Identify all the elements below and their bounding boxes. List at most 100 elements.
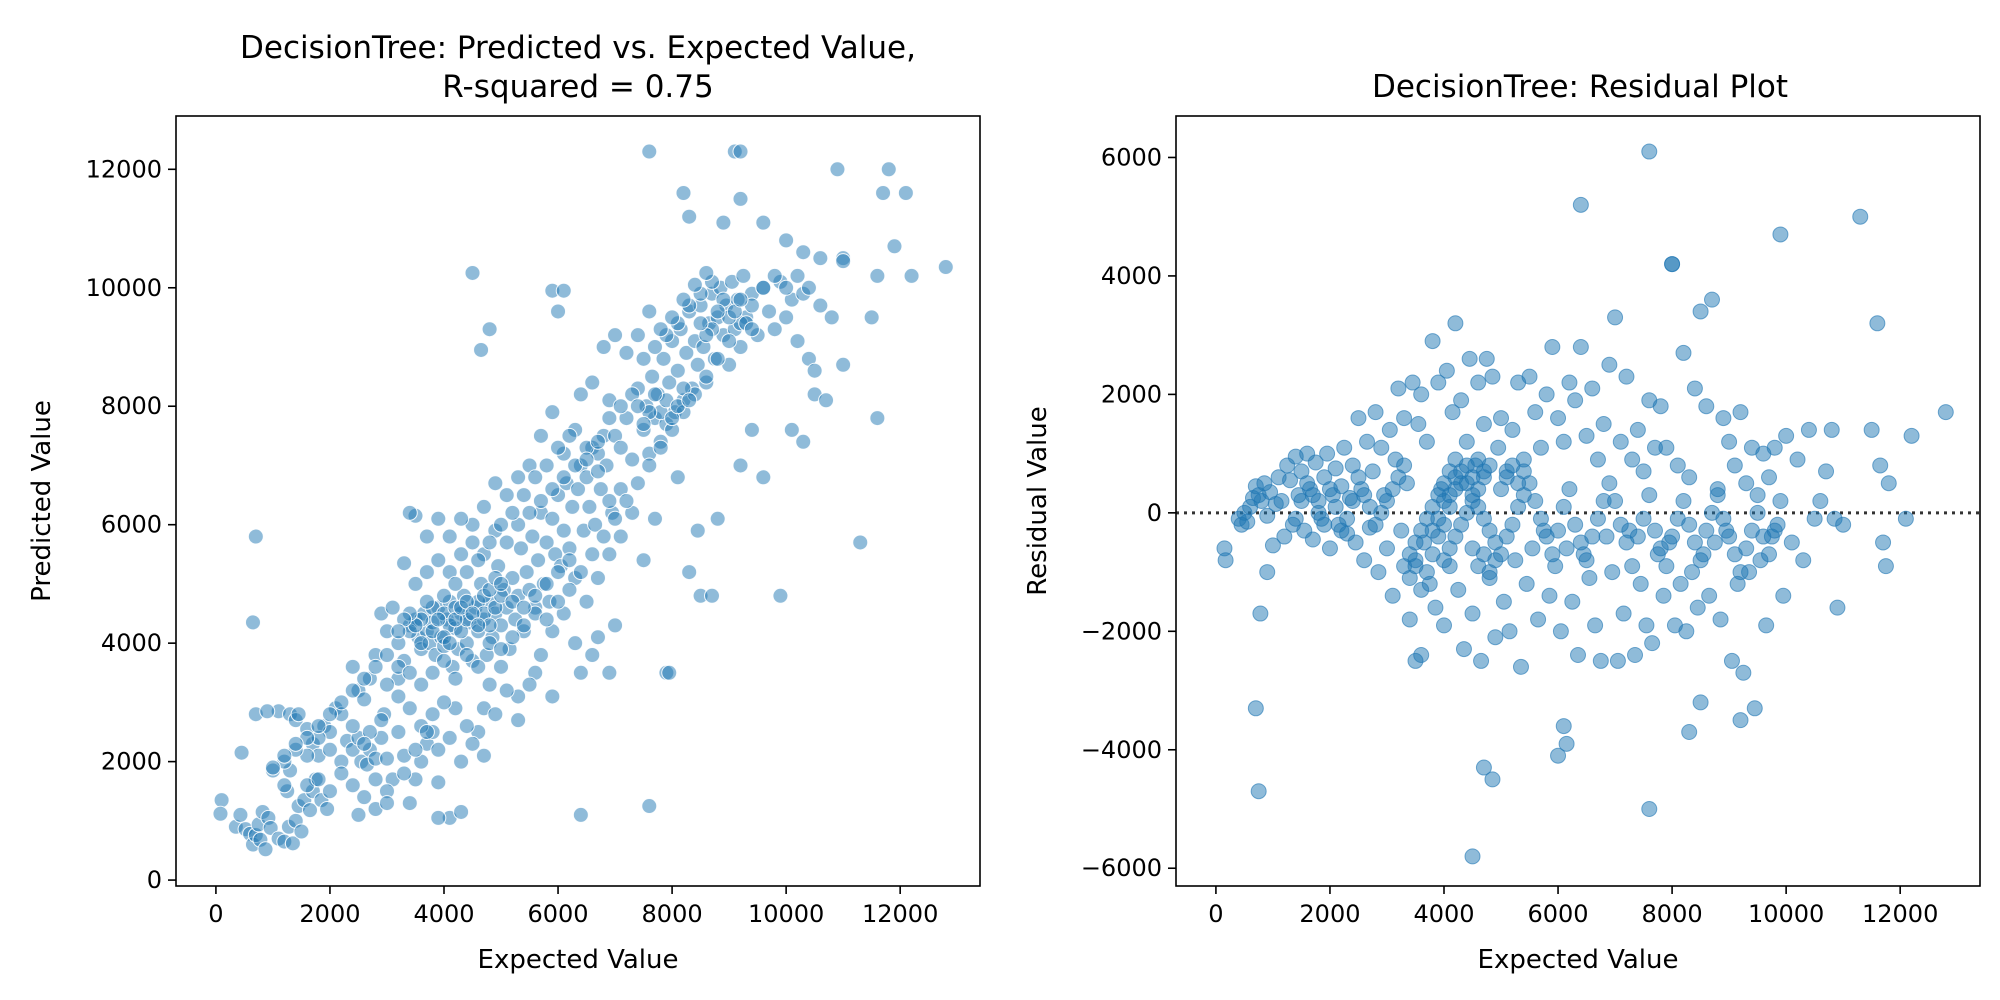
data-point — [1327, 498, 1344, 515]
data-point — [310, 718, 327, 735]
data-point — [447, 575, 464, 592]
data-point — [1644, 635, 1661, 652]
data-point — [544, 404, 561, 421]
data-point — [1450, 581, 1467, 598]
x-axis-ticks: 0 2000 4000 6000 8000 10000 12000 — [1208, 886, 1938, 928]
data-point — [1872, 457, 1889, 474]
data-point — [1367, 516, 1384, 533]
data-point — [1252, 605, 1269, 622]
y-tick-label: 8000 — [101, 392, 162, 420]
chart-title-line-2: R-squared = 0.75 — [442, 69, 713, 105]
data-point — [550, 593, 567, 610]
data-point — [390, 688, 407, 705]
data-point — [584, 374, 601, 391]
data-point — [555, 522, 572, 539]
data-point — [1658, 439, 1675, 456]
data-point — [1555, 718, 1572, 735]
data-point — [618, 493, 635, 509]
data-point — [869, 410, 886, 427]
data-point — [1373, 439, 1390, 456]
data-point — [413, 635, 430, 652]
data-point — [1558, 735, 1575, 752]
data-point — [1447, 469, 1464, 486]
data-point — [652, 321, 669, 338]
data-point — [1601, 356, 1618, 373]
data-point — [698, 264, 715, 281]
data-point — [1775, 587, 1792, 604]
data-point — [213, 792, 230, 809]
data-point — [430, 552, 447, 569]
data-point — [436, 652, 452, 669]
data-point — [1396, 410, 1413, 427]
data-point — [1689, 599, 1706, 616]
data-point — [686, 276, 703, 293]
data-point — [321, 783, 338, 800]
data-point — [1709, 487, 1726, 504]
data-point — [510, 712, 527, 729]
data-point — [835, 356, 852, 373]
predicted-vs-expected-chart: DecisionTree: Predicted vs. Expected Val… — [27, 30, 981, 975]
data-point — [232, 806, 249, 823]
data-point — [732, 457, 749, 474]
data-point — [755, 279, 772, 296]
data-point — [1652, 540, 1669, 557]
data-point — [1664, 256, 1681, 273]
data-point — [1276, 528, 1293, 545]
data-point — [1698, 398, 1715, 415]
data-point — [1686, 380, 1703, 397]
data-point — [869, 267, 886, 284]
data-point — [1778, 427, 1795, 444]
data-point — [481, 534, 498, 551]
data-point — [470, 552, 487, 569]
data-point — [1612, 433, 1629, 450]
data-point — [652, 439, 669, 456]
y-tick-label: 6000 — [1101, 143, 1162, 171]
data-point — [1658, 558, 1675, 575]
data-point — [1869, 315, 1886, 332]
data-point — [1247, 700, 1264, 717]
data-point — [1732, 712, 1749, 729]
scatter-points — [212, 143, 954, 858]
data-point — [407, 741, 424, 758]
data-point — [302, 802, 318, 819]
data-point — [1615, 605, 1632, 622]
data-point — [1532, 510, 1549, 527]
data-point — [1384, 587, 1401, 604]
data-point — [646, 386, 663, 403]
data-point — [1321, 481, 1338, 498]
data-point — [510, 469, 527, 486]
data-point — [1484, 368, 1501, 385]
x-tick-label: 12000 — [862, 900, 938, 928]
data-point — [692, 315, 709, 332]
x-tick-label: 8000 — [1642, 900, 1703, 928]
data-point — [704, 587, 720, 604]
data-point — [778, 232, 795, 249]
data-point — [1481, 570, 1498, 586]
data-point — [401, 795, 418, 812]
data-point — [570, 481, 586, 498]
data-point — [1487, 552, 1504, 569]
data-point — [473, 341, 490, 358]
data-point — [1721, 528, 1738, 545]
data-point — [641, 457, 658, 474]
data-point — [1390, 380, 1407, 397]
data-point — [344, 718, 361, 735]
data-point — [413, 676, 430, 693]
data-point — [1624, 558, 1641, 575]
data-point — [1669, 457, 1686, 474]
data-point — [1424, 333, 1441, 350]
data-point — [641, 303, 658, 320]
data-point — [1584, 380, 1601, 397]
x-axis-label: Expected Value — [1478, 945, 1679, 975]
data-point — [735, 267, 752, 284]
data-point — [293, 823, 310, 840]
data-point — [1350, 410, 1367, 427]
data-point — [1359, 433, 1376, 450]
chart-title: DecisionTree: Residual Plot — [1372, 69, 1788, 105]
data-point — [1772, 493, 1789, 509]
data-point — [572, 806, 589, 823]
data-point — [1370, 564, 1387, 581]
data-point — [262, 819, 279, 836]
data-point — [401, 700, 418, 717]
data-point — [584, 647, 601, 663]
